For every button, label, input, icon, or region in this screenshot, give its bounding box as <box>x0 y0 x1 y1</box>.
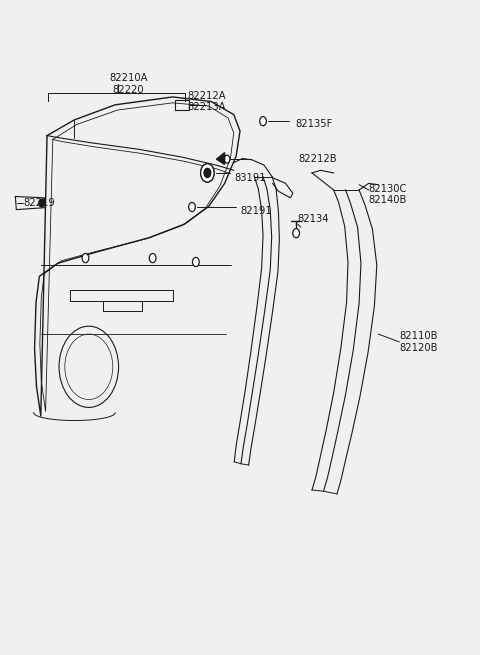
Text: 82130C
82140B: 82130C 82140B <box>369 184 407 205</box>
Circle shape <box>39 199 45 207</box>
Circle shape <box>82 253 89 263</box>
Bar <box>175 100 189 110</box>
Text: 82110B
82120B: 82110B 82120B <box>399 331 438 352</box>
Text: 82135F: 82135F <box>295 119 333 130</box>
Text: 82219: 82219 <box>23 198 55 208</box>
Circle shape <box>149 253 156 263</box>
Text: 82212A
82213A: 82212A 82213A <box>187 91 226 112</box>
Circle shape <box>293 229 300 238</box>
Circle shape <box>260 117 266 126</box>
Polygon shape <box>216 153 225 164</box>
Text: 82210A
82220: 82210A 82220 <box>109 73 148 94</box>
Circle shape <box>192 257 199 267</box>
Circle shape <box>189 202 195 212</box>
Text: 83191: 83191 <box>234 173 266 183</box>
Text: 82134: 82134 <box>298 214 329 225</box>
Circle shape <box>201 164 214 182</box>
Circle shape <box>201 164 214 182</box>
Circle shape <box>204 168 211 178</box>
Circle shape <box>224 155 230 163</box>
Text: 82191: 82191 <box>240 206 272 216</box>
Text: 82212B: 82212B <box>299 153 337 164</box>
